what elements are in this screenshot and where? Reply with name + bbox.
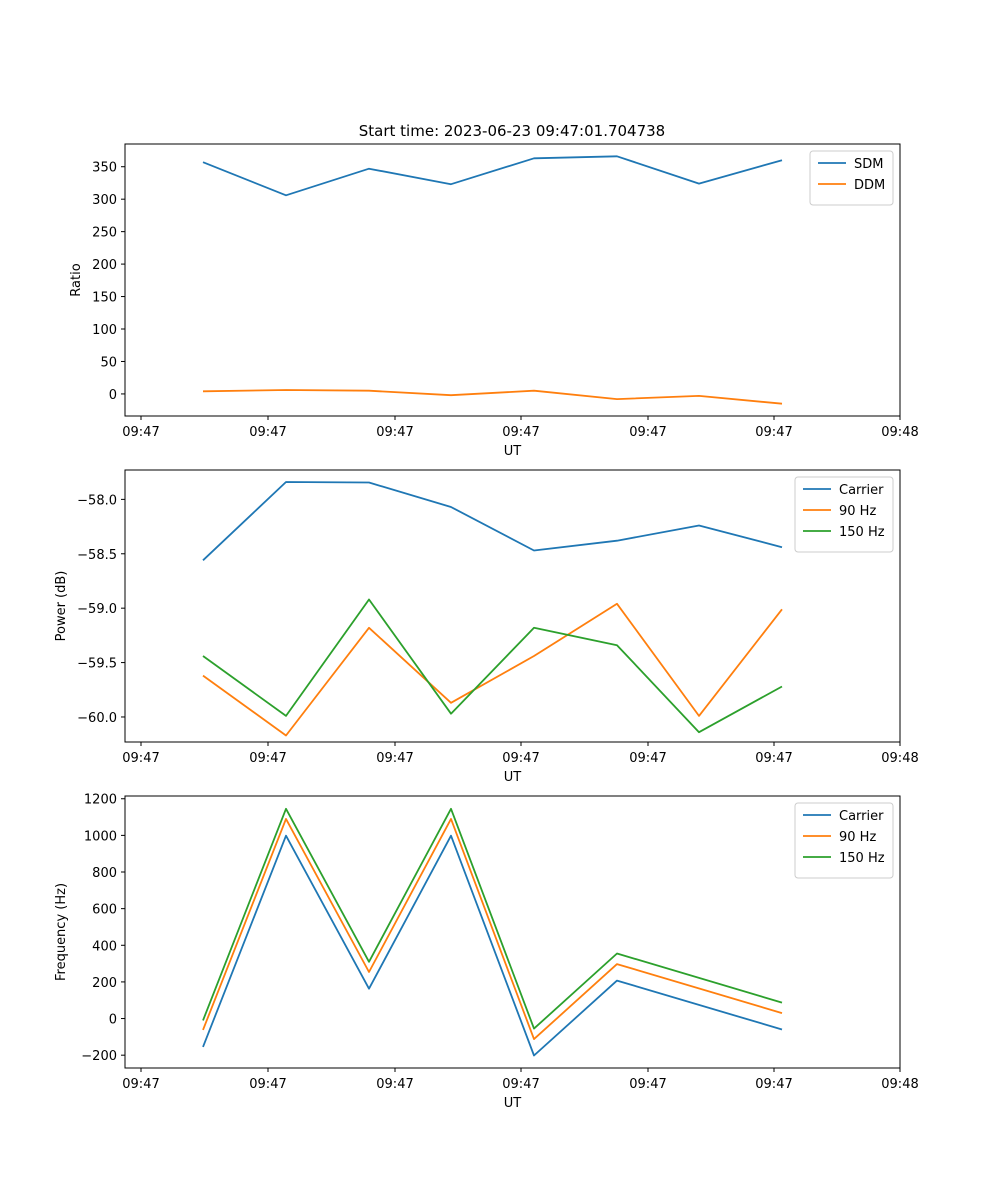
frequency-axes-frame — [124, 795, 901, 1069]
frequency-x-tick-label: 09:47 — [376, 1077, 413, 1092]
frequency-series-2-line — [202, 807, 783, 1030]
frequency-legend-label: 150 Hz — [839, 851, 885, 866]
frequency-y-tick-label: 800 — [92, 866, 117, 881]
ratio-y-tick-label: 0 — [109, 388, 117, 403]
ratio-x-tick-label: 09:47 — [122, 425, 159, 440]
power-y-tick-label: −58.0 — [77, 493, 117, 508]
frequency-x-tick-label: 09:47 — [122, 1077, 159, 1092]
power-y-tick-label: −60.0 — [77, 711, 117, 726]
power-y-tick-label: −58.5 — [77, 548, 117, 563]
frequency-series-1-line — [202, 818, 783, 1040]
ratio-y-tick-label: 100 — [92, 323, 117, 338]
frequency-y-axis-label: Frequency (Hz) — [54, 883, 69, 981]
ratio-axes-frame — [124, 143, 901, 417]
ratio-y-tick-label: 250 — [92, 226, 117, 241]
frequency-y-tick-label: 200 — [92, 976, 117, 991]
frequency-x-tick-label: 09:47 — [249, 1077, 286, 1092]
frequency-legend — [794, 802, 894, 879]
power-x-tick-label: 09:47 — [376, 751, 413, 766]
power-y-tick-label: −59.0 — [77, 602, 117, 617]
power-series-2-line — [202, 598, 783, 734]
ratio-x-tick-label: 09:47 — [629, 425, 666, 440]
frequency-x-tick-label: 09:47 — [755, 1077, 792, 1092]
power-x-tick-label: 09:48 — [881, 751, 918, 766]
power-series-1-line — [202, 602, 783, 737]
frequency-legend-label: Carrier — [839, 809, 884, 824]
ratio-x-tick-label: 09:47 — [249, 425, 286, 440]
power-x-tick-label: 09:47 — [249, 751, 286, 766]
power-x-tick-label: 09:47 — [629, 751, 666, 766]
ratio-x-axis-label: UT — [504, 444, 522, 459]
power-x-axis-label: UT — [504, 770, 522, 785]
power-y-axis-label: Power (dB) — [54, 571, 69, 642]
power-x-tick-label: 09:47 — [122, 751, 159, 766]
ratio-series-0-line — [202, 155, 783, 197]
frequency-y-tick-label: 400 — [92, 939, 117, 954]
power-series-0-line — [202, 481, 783, 561]
ratio-panel: 09:47 09:47 09:47 09:47 09:47 09:47 09:48 UT 0 50… — [69, 143, 919, 459]
ratio-series-1-line — [202, 389, 783, 405]
ratio-y-tick-label: 300 — [92, 193, 117, 208]
ratio-x-tick-label: 09:47 — [376, 425, 413, 440]
ratio-x-tick-label: 09:48 — [881, 425, 918, 440]
power-x-tick-label: 09:47 — [755, 751, 792, 766]
ratio-x-tick-label: 09:47 — [502, 425, 539, 440]
ratio-legend-label: DDM — [854, 178, 885, 193]
frequency-legend-label: 90 Hz — [839, 830, 876, 845]
frequency-y-tick-label: −200 — [81, 1049, 117, 1064]
frequency-panel: 09:47 09:47 09:47 09:47 09:47 09:47 09:48 UT −20… — [54, 793, 919, 1111]
power-panel: 09:47 09:47 09:47 09:47 09:47 09:47 09:48 UT −58… — [54, 469, 919, 785]
ratio-legend — [809, 150, 894, 206]
power-y-tick-label: −59.5 — [77, 657, 117, 672]
power-legend-label: 90 Hz — [839, 504, 876, 519]
power-axes-frame — [124, 469, 901, 743]
frequency-y-tick-label: 1200 — [84, 793, 117, 808]
ratio-y-tick-label: 150 — [92, 291, 117, 306]
ratio-legend-label: SDM — [854, 157, 883, 172]
ratio-y-tick-label: 350 — [92, 161, 117, 176]
frequency-x-tick-label: 09:47 — [502, 1077, 539, 1092]
frequency-x-tick-label: 09:48 — [881, 1077, 918, 1092]
power-legend-label: Carrier — [839, 483, 884, 498]
figure-title: Start time: 2023-06-23 09:47:01.704738 — [359, 122, 665, 140]
ratio-y-tick-label: 50 — [100, 355, 117, 370]
power-legend-label: 150 Hz — [839, 525, 885, 540]
frequency-y-tick-label: 1000 — [84, 829, 117, 844]
power-x-tick-label: 09:47 — [502, 751, 539, 766]
ratio-y-tick-label: 200 — [92, 258, 117, 273]
ratio-y-axis-label: Ratio — [69, 263, 84, 296]
ratio-x-tick-label: 09:47 — [755, 425, 792, 440]
frequency-x-tick-label: 09:47 — [629, 1077, 666, 1092]
frequency-x-axis-label: UT — [504, 1096, 522, 1111]
frequency-y-tick-label: 600 — [92, 903, 117, 918]
power-legend — [794, 476, 894, 553]
frequency-y-tick-label: 0 — [109, 1013, 117, 1028]
frequency-series-0-line — [202, 834, 783, 1057]
